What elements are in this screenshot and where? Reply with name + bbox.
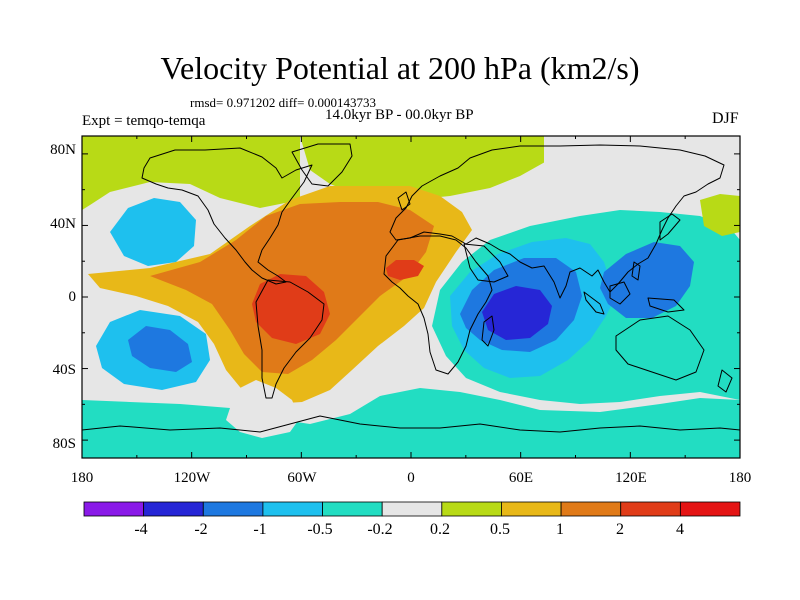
contour-region-southern-positive-1 [226, 380, 300, 438]
colorbar-swatch [381, 501, 443, 517]
colorbar-label: 4 [676, 521, 684, 538]
colorbar-swatch [620, 501, 681, 517]
colorbar-swatch [441, 501, 502, 517]
contour-region-south-pacific-negative-2 [128, 326, 192, 372]
colorbar-swatch [679, 501, 741, 517]
coastline-antarctica [82, 415, 740, 433]
coastline-sumatra [583, 291, 605, 315]
y-tick-label: 0 [69, 289, 77, 305]
x-tick-label: 0 [407, 470, 415, 486]
x-tick-label: 120W [174, 470, 212, 486]
contour-region-north-pacific-negative-1 [110, 198, 196, 266]
colorbar-swatch [322, 501, 383, 517]
colorbar-swatch [501, 501, 562, 517]
season-label: DJF [712, 110, 739, 127]
x-tick-label: 120E [615, 470, 647, 486]
y-tick-label: 80S [53, 436, 76, 452]
coastline-borneo [609, 281, 631, 305]
chart-title: Velocity Potential at 200 hPa (km2/s) [160, 50, 640, 86]
coastline-north-america [141, 147, 313, 285]
coastline-australia [615, 315, 705, 381]
coastline-new-guinea [647, 297, 685, 313]
y-tick-label: 40N [50, 216, 76, 232]
x-tick-label: 180 [729, 470, 752, 486]
contour-region-west-africa-maximum [386, 260, 424, 280]
coastline-british-isles [397, 191, 411, 211]
colorbar-label: 0.5 [490, 521, 510, 538]
colorbar [83, 501, 741, 517]
contour-region-southern-positive-2 [544, 136, 740, 206]
colorbar-label: 2 [616, 521, 624, 538]
x-tick-label: 60W [287, 470, 317, 486]
contour-region-west-pacific-negative [600, 242, 694, 318]
coastline-greenland [291, 143, 353, 187]
colorbar-label: -0.2 [367, 521, 392, 538]
colorbar-swatch [560, 501, 622, 517]
x-tick-label: 60E [509, 470, 533, 486]
colorbar-label: -2 [194, 521, 207, 538]
colorbar-swatch [143, 501, 204, 517]
colorbar-swatch [83, 501, 145, 517]
colorbar-label: -0.5 [307, 521, 332, 538]
coastline-japan [659, 213, 681, 241]
experiment-label: Expt = temqo-temqa [82, 113, 206, 129]
colorbar-label: -1 [253, 521, 266, 538]
period-label: 14.0kyr BP - 00.0kyr BP [325, 107, 474, 123]
contour-region-indian-ocean-minimum [482, 286, 552, 340]
colorbar-swatch [202, 501, 264, 517]
coastline-arabia [463, 243, 509, 283]
contour-region-south-america-maximum [252, 274, 330, 344]
coastline-south-america [255, 279, 325, 399]
colorbar-label: -4 [134, 521, 147, 538]
contour-region-southern-ocean-negative [82, 388, 740, 458]
coastline-philippines [631, 261, 641, 281]
contour-region-north-pacific-positive [82, 136, 300, 210]
colorbar-label: 1 [556, 521, 564, 538]
colorbar-swatch [262, 501, 323, 517]
x-tick-label: 180 [71, 470, 94, 486]
y-tick-label: 40S [53, 362, 76, 378]
coastline-eurasia [389, 144, 725, 299]
coastlines [82, 143, 740, 433]
coastline-africa [383, 235, 493, 375]
contour-region-eastern-pacific-positive [700, 194, 740, 236]
coastline-new-zealand [717, 369, 733, 393]
colorbar-label: 0.2 [430, 521, 450, 538]
contour-region-arctic-positive [300, 136, 560, 200]
stats-label: rmsd= 0.971202 diff= 0.000143733 [190, 95, 376, 110]
coastline-madagascar [481, 315, 495, 347]
y-tick-label: 80N [50, 142, 76, 158]
